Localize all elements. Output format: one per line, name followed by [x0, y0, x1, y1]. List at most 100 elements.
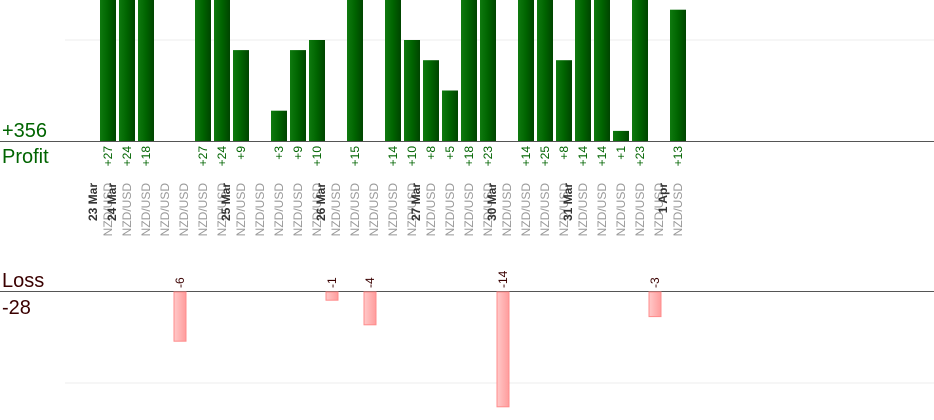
- profit-bar: [385, 0, 401, 141]
- pair-label: NZD/USD: [671, 183, 685, 237]
- profit-value-label: +27: [101, 146, 115, 167]
- pair-label: NZD/USD: [538, 183, 552, 237]
- pair-label: NZD/USD: [272, 183, 286, 237]
- pair-label: NZD/USD: [196, 183, 210, 237]
- profit-bar: [556, 60, 572, 142]
- profit-bar: [195, 0, 211, 141]
- date-label: 25 Mar: [219, 183, 233, 221]
- pair-label: NZD/USD: [101, 183, 115, 237]
- pair-label: NZD/USD: [595, 183, 609, 237]
- profit-value-label: +1: [614, 146, 628, 160]
- profit-value-label: +3: [272, 146, 286, 160]
- profit-value-label: +8: [557, 146, 571, 160]
- pair-label: NZD/USD: [329, 183, 343, 237]
- profit-bar: [461, 0, 477, 141]
- loss-bar: [648, 291, 662, 318]
- pair-label: NZD/USD: [120, 183, 134, 237]
- date-label: 31 Mar: [561, 183, 575, 221]
- pair-label: NZD/USD: [576, 183, 590, 237]
- bar-series: [100, 0, 686, 408]
- pair-label: NZD/USD: [614, 183, 628, 237]
- profit-value-label: +24: [215, 146, 229, 167]
- loss-bar: [496, 291, 510, 408]
- profit-value-label: +8: [424, 146, 438, 160]
- pair-label: NZD/USD: [177, 183, 191, 237]
- date-label: 27 Mar: [409, 183, 423, 221]
- profit-value-label: +5: [443, 146, 457, 160]
- profit-bar: [423, 60, 439, 142]
- date-label: 1 Apr: [656, 183, 670, 214]
- loss-value-label: -6: [173, 277, 187, 288]
- profit-bar: [594, 0, 610, 141]
- profit-value-label: +15: [348, 146, 362, 167]
- pair-label: NZD/USD: [481, 183, 495, 237]
- pair-label: NZD/USD: [652, 183, 666, 237]
- profit-value-label: +27: [196, 146, 210, 167]
- profit-value-label: +23: [481, 146, 495, 167]
- profit-value-label: +14: [386, 146, 400, 167]
- profit-bar: [119, 0, 135, 141]
- profit-bar: [100, 0, 116, 141]
- loss-value-label: -14: [496, 270, 510, 288]
- pair-label: NZD/USD: [424, 183, 438, 237]
- pair-label: NZD/USD: [519, 183, 533, 237]
- pair-label: NZD/USD: [158, 183, 172, 237]
- profit-bar: [670, 9, 686, 142]
- date-label: 24 Mar: [105, 183, 119, 221]
- profit-bar: [347, 0, 363, 141]
- profit-bar: [138, 0, 154, 141]
- loss-value-label: -1: [325, 277, 339, 288]
- profit-bar: [632, 0, 648, 141]
- profit-total: +356: [2, 120, 47, 142]
- pair-label: NZD/USD: [253, 183, 267, 237]
- pair-label: NZD/USD: [234, 183, 248, 237]
- pair-label: NZD/USD: [348, 183, 362, 237]
- pair-label: NZD/USD: [139, 183, 153, 237]
- loss-bar: [325, 291, 339, 301]
- loss-bar: [173, 291, 187, 342]
- pair-label: NZD/USD: [500, 183, 514, 237]
- profit-value-label: +14: [595, 146, 609, 167]
- profit-bar: [480, 0, 496, 141]
- date-label: 26 Mar: [314, 183, 328, 221]
- profit-bar: [233, 50, 249, 141]
- profit-value-label: +18: [462, 146, 476, 167]
- profit-value-label: +25: [538, 146, 552, 167]
- pair-label: NZD/USD: [443, 183, 457, 237]
- profit-value-label: +14: [576, 146, 590, 167]
- profit-bar: [404, 40, 420, 141]
- profit-value-label: +13: [671, 146, 685, 167]
- profit-value-label: +14: [519, 146, 533, 167]
- profit-label: Profit: [2, 146, 49, 168]
- profit-value-label: +9: [291, 146, 305, 160]
- profit-bar: [537, 0, 553, 141]
- pair-label: NZD/USD: [405, 183, 419, 237]
- profit-value-label: +24: [120, 146, 134, 167]
- profit-value-label: +18: [139, 146, 153, 167]
- profit-bar: [575, 0, 591, 141]
- profit-bar: [214, 0, 230, 141]
- pair-label: NZD/USD: [386, 183, 400, 237]
- loss-value-label: -3: [648, 277, 662, 288]
- pair-label: NZD/USD: [215, 183, 229, 237]
- loss-label: Loss: [2, 270, 44, 292]
- profit-value-label: +10: [405, 146, 419, 167]
- profit-bar: [613, 130, 629, 141]
- pair-label: NZD/USD: [557, 183, 571, 237]
- profit-bar: [290, 50, 306, 141]
- profit-bar: [271, 110, 287, 141]
- profit-bar: [309, 40, 325, 141]
- pair-label: NZD/USD: [291, 183, 305, 237]
- profit-value-label: +9: [234, 146, 248, 160]
- profit-bar: [518, 0, 534, 141]
- pair-label: NZD/USD: [310, 183, 324, 237]
- loss-bar: [363, 291, 377, 326]
- pair-label: NZD/USD: [462, 183, 476, 237]
- profit-value-label: +10: [310, 146, 324, 167]
- date-label: 30 Mar: [485, 183, 499, 221]
- date-label: 23 Mar: [86, 183, 100, 221]
- pair-label: NZD/USD: [633, 183, 647, 237]
- profit-bar: [442, 90, 458, 141]
- loss-value-label: -4: [363, 277, 377, 288]
